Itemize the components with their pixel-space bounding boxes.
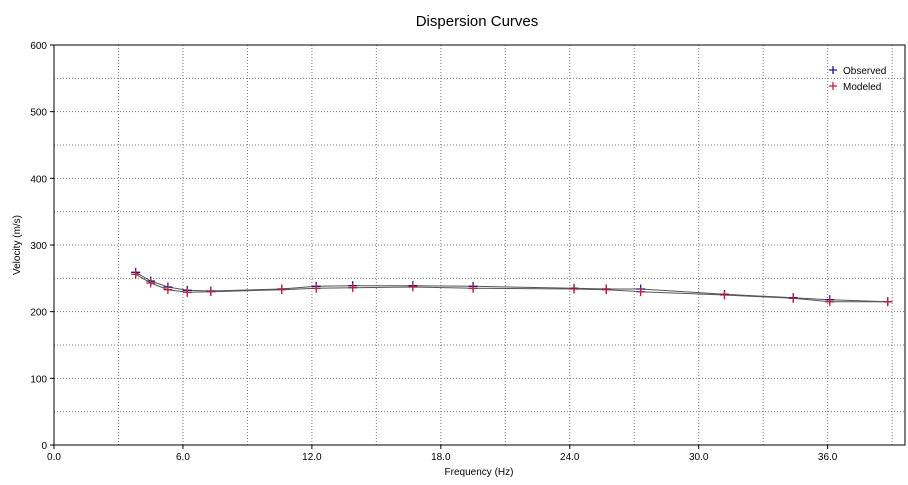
legend-marker [829,66,837,74]
y-tick-label: 600 [30,41,47,52]
chart-title: Dispersion Curves [416,13,539,30]
data-point-modeled [719,290,729,300]
data-point-modeled [163,285,173,295]
series-observed [131,267,893,307]
grid-lines [54,45,905,445]
data-point-modeled [277,285,287,295]
x-tick-label: 30.0 [689,452,709,463]
legend-marker [829,82,837,90]
data-point-modeled [569,284,579,294]
y-tick-label: 0 [41,441,47,452]
data-point-modeled [182,287,192,297]
y-axis-label: Velocity (m/s) [12,215,23,275]
legend-label: Modeled [843,82,881,93]
x-tick-label: 18.0 [431,452,451,463]
data-point-modeled [311,283,321,293]
y-tick-label: 400 [30,174,47,185]
x-tick-label: 0.0 [47,452,61,463]
x-tick-label: 12.0 [302,452,322,463]
data-point-modeled [601,285,611,295]
x-tick-label: 24.0 [560,452,580,463]
y-tick-label: 100 [30,374,47,385]
x-axis-label: Frequency (Hz) [445,467,514,478]
data-point-modeled [131,269,141,279]
data-point-modeled [636,287,646,297]
data-point-modeled [348,283,358,293]
y-tick-label: 200 [30,308,47,319]
y-tick-label: 500 [30,108,47,119]
legend-label: Observed [843,66,886,77]
x-tick-label: 6.0 [176,452,190,463]
y-tick-label: 300 [30,241,47,252]
legend: Observed Modeled [829,66,886,93]
axis-ticks: 0.0 6.0 12.0 18.0 24.0 30.0 36.0 0 100 200 300 400 5… [30,41,837,463]
series-modeled [131,269,893,307]
data-point-modeled [883,297,893,307]
x-tick-label: 36.0 [818,452,838,463]
data-point-modeled [408,282,418,292]
data-point-modeled [468,283,478,293]
data-point-modeled [788,293,798,303]
data-point-modeled [206,287,216,297]
series-layer [131,267,893,307]
data-point-modeled [825,297,835,307]
data-point-modeled [146,278,156,288]
